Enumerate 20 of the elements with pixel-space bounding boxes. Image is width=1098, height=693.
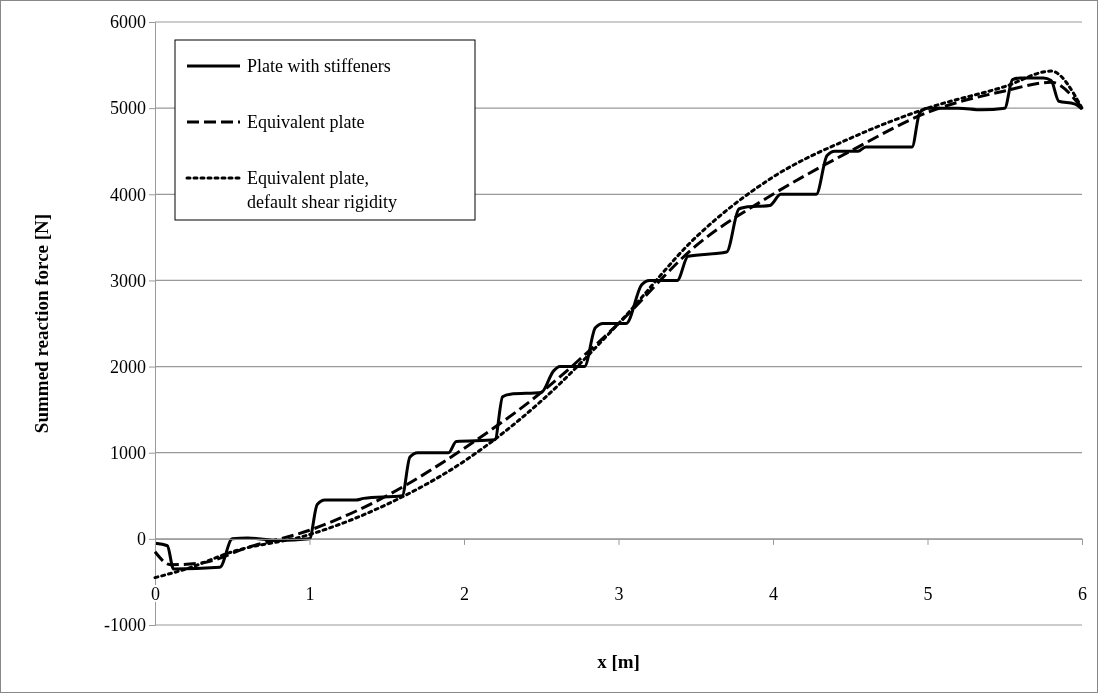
x-axis-title: x [m]	[597, 651, 640, 672]
x-tick-label: 6	[1078, 583, 1087, 604]
x-tick-label: 3	[614, 583, 624, 604]
y-tick-label: 4000	[110, 184, 146, 205]
x-tick-label: 4	[769, 583, 778, 604]
y-tick-label: 1000	[110, 442, 146, 463]
y-tick-label: 6000	[110, 12, 146, 33]
legend-label: Plate with stiffeners	[247, 56, 391, 76]
y-axis-title: Summed reaction force [N]	[31, 213, 52, 434]
x-tick-label: 1	[305, 583, 315, 604]
y-tick-label: 0	[137, 529, 146, 550]
y-tick-label: 5000	[110, 98, 146, 119]
x-tick-label: 5	[923, 583, 933, 604]
x-tick-label: 2	[460, 583, 469, 604]
legend-label: Equivalent plate	[247, 112, 365, 132]
legend-label: Equivalent plate, default shear rigidity	[247, 168, 397, 212]
y-tick-label: 3000	[110, 270, 146, 291]
y-tick-label: 2000	[110, 356, 146, 377]
y-tick-label: -1000	[104, 615, 146, 636]
x-tick-label: 0	[151, 583, 160, 604]
